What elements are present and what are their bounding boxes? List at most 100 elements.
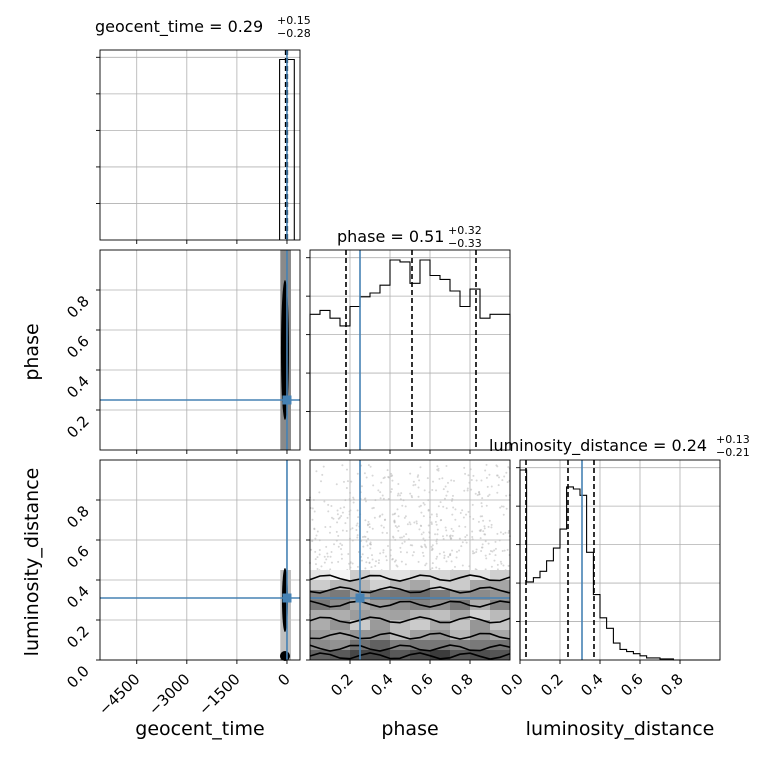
scatter-point [371, 507, 374, 510]
scatter-point [423, 489, 426, 492]
scatter-point [461, 509, 464, 512]
scatter-point [487, 525, 490, 528]
scatter-point [348, 513, 351, 516]
scatter-point [420, 533, 423, 536]
scatter-point [371, 474, 374, 477]
scatter-point [339, 542, 342, 545]
scatter-point [366, 530, 369, 533]
scatter-point [430, 523, 433, 526]
scatter-point [494, 554, 497, 557]
grid-layer [100, 50, 720, 661]
density-cell [430, 650, 450, 660]
scatter-point [506, 481, 509, 484]
density-cell [490, 570, 510, 580]
scatter-point [463, 466, 466, 469]
scatter-point [399, 536, 402, 539]
scatter-point [360, 485, 363, 488]
scatter-point [345, 468, 348, 471]
scatter-point [390, 472, 393, 475]
scatter-point [500, 505, 503, 508]
scatter-point [478, 490, 481, 493]
scatter-point [490, 485, 493, 488]
scatter-point [465, 513, 468, 516]
scatter-point [388, 476, 391, 479]
density-cell [370, 590, 390, 600]
scatter-point [312, 498, 315, 501]
density-cell [490, 590, 510, 600]
scatter-point [496, 491, 499, 494]
scatter-point [336, 509, 339, 512]
contour-line-3 [309, 616, 511, 624]
scatter-point [423, 539, 426, 542]
scatter-point [375, 560, 378, 563]
scatter-point [315, 470, 318, 473]
scatter-point [341, 464, 344, 467]
scatter-point [336, 521, 339, 524]
density-cell [450, 600, 470, 610]
scatter-point [485, 504, 488, 507]
density-cell [310, 610, 330, 620]
scatter-point [380, 481, 383, 484]
scatter-point [465, 534, 468, 537]
scatter-point [450, 499, 453, 502]
scatter-point [399, 550, 402, 553]
scatter-point [397, 482, 400, 485]
scatter-point [386, 531, 389, 534]
axes-layer [96, 49, 721, 664]
scatter-point [443, 497, 446, 500]
scatter-point [371, 558, 374, 561]
scatter-point [335, 530, 338, 533]
scatter-point [368, 523, 371, 526]
scatter-point [404, 505, 407, 508]
scatter-point [465, 541, 468, 544]
scatter-point [448, 535, 451, 538]
xtick-label-luminosity-distance: 0.6 [617, 670, 647, 700]
title-geocent-time-sub: −0.28 [277, 27, 311, 40]
contour-line-6 [309, 574, 511, 582]
scatter-point [391, 474, 394, 477]
scatter-point [480, 502, 483, 505]
density-cell [410, 590, 430, 600]
density-cell [470, 590, 490, 600]
scatter-point [439, 501, 442, 504]
scatter-point [379, 491, 382, 494]
scatter-point [454, 518, 457, 521]
density-cell [390, 620, 410, 630]
scatter-point [379, 497, 382, 500]
scatter-point [503, 475, 506, 478]
scatter-point [485, 557, 488, 560]
scatter-point [416, 475, 419, 478]
scatter-point [340, 553, 343, 556]
scatter-point [431, 567, 434, 570]
scatter-point [346, 516, 349, 519]
scatter-point [471, 530, 474, 533]
density-cell [490, 650, 510, 660]
ytick-label-luminosity-distance: 0.6 [63, 542, 93, 572]
scatter-point [450, 479, 453, 482]
scatter-point [417, 495, 420, 498]
ytick-label-phase: 0.8 [63, 292, 93, 322]
scatter-point [502, 564, 505, 567]
scatter-point [356, 534, 359, 537]
scatter-point [413, 521, 416, 524]
scatter-point [382, 477, 385, 480]
scatter-point [507, 531, 510, 534]
scatter-point [436, 533, 439, 536]
scatter-point [496, 532, 499, 535]
scatter-point [445, 494, 448, 497]
scatter-point [368, 561, 371, 564]
density-cell [370, 640, 390, 650]
scatter-point [452, 479, 455, 482]
scatter-point [378, 515, 381, 518]
scatter-point [365, 540, 368, 543]
scatter-point [396, 508, 399, 511]
scatter-point [435, 489, 438, 492]
scatter-point [442, 551, 445, 554]
scatter-point [311, 539, 314, 542]
scatter-point [329, 525, 332, 528]
scatter-point [480, 505, 483, 508]
scatter-point [418, 479, 421, 482]
scatter-point [349, 562, 352, 565]
scatter-point [436, 468, 439, 471]
scatter-point [466, 487, 469, 490]
